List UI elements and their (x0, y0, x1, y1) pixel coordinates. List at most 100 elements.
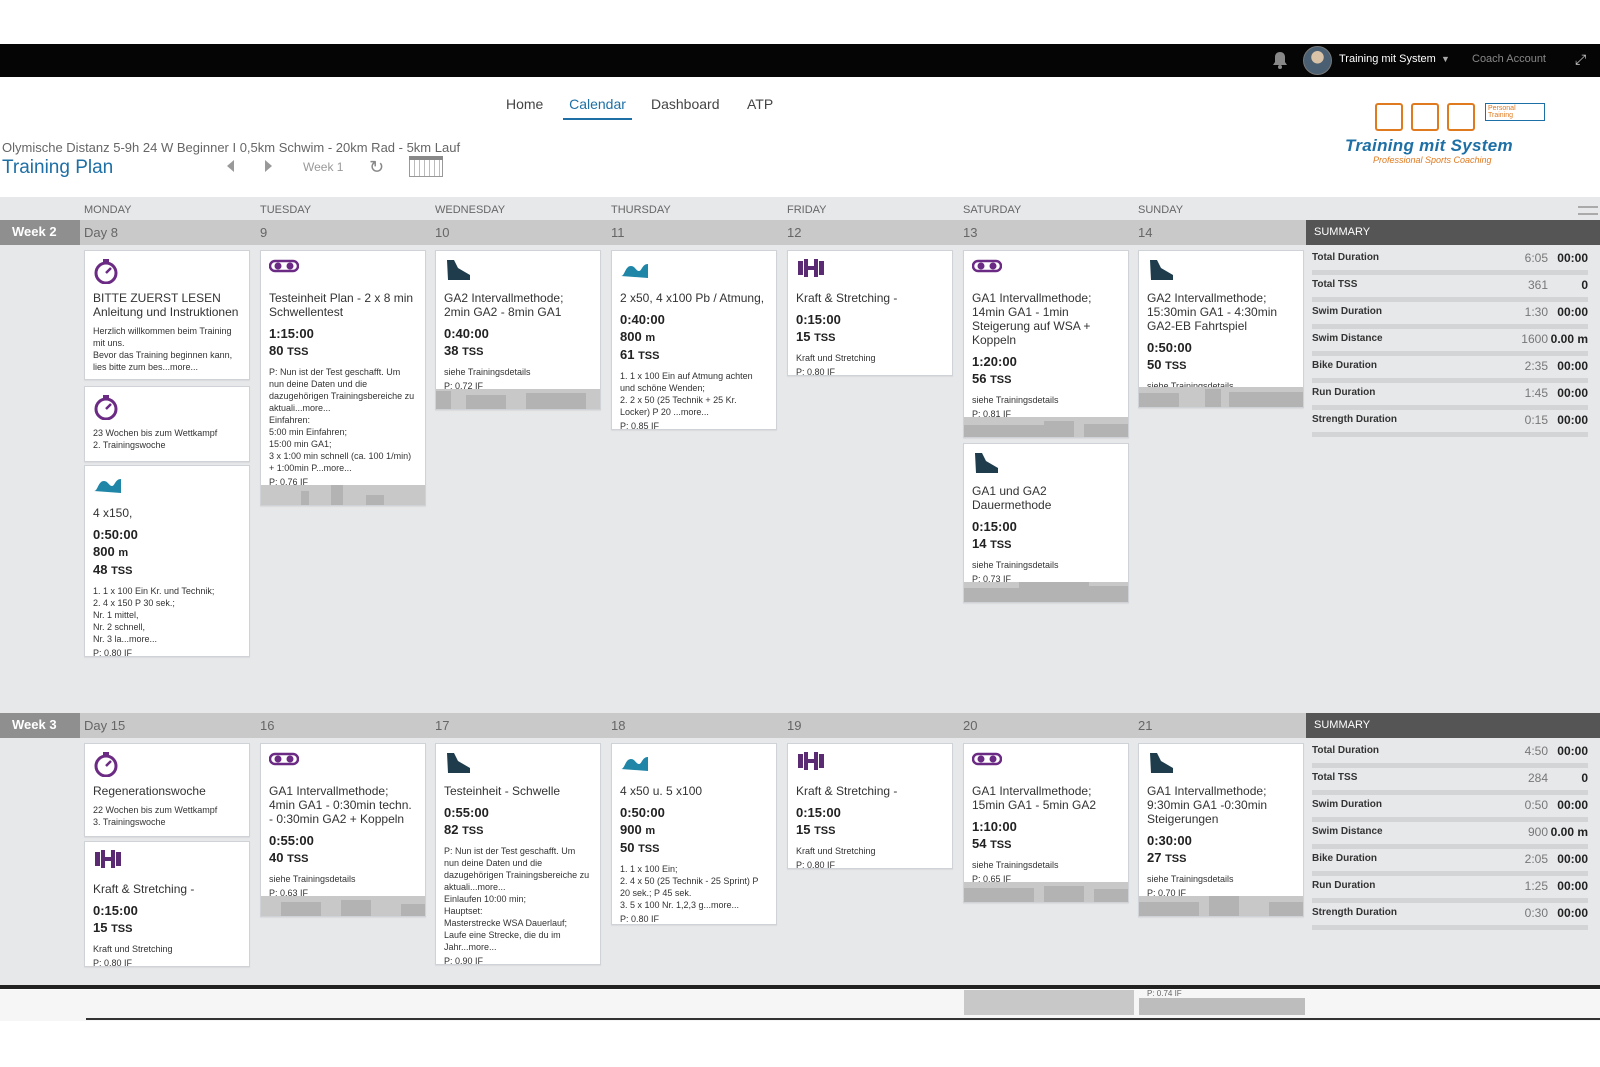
workout-tss: 15 TSS (796, 329, 836, 344)
workout-card[interactable]: Regenerationswoche 22 Wochen bis zum Wett… (84, 743, 250, 837)
workout-title: GA1 Intervallmethode; 4min GA1 - 0:30min… (269, 784, 412, 826)
workout-card[interactable]: 2 x50, 4 x100 Pb / Atmung, 0:40:00 800 m 61… (611, 250, 777, 430)
summary-actual: 00:00 (1557, 413, 1588, 427)
workout-duration: 0:55:00 (269, 833, 314, 848)
workout-card[interactable]: Testeinheit Plan - 2 x 8 min Schwellente… (260, 250, 426, 506)
workout-card[interactable]: 4 x150, 0:50:00 800 m 48 TSS 1. 1 x 100 Ein … (84, 465, 250, 657)
summary-planned: 1600 (1521, 332, 1548, 346)
previous-week-icon[interactable] (227, 160, 234, 172)
tab-home[interactable]: Home (506, 96, 544, 112)
stopwatch-icon (93, 751, 241, 778)
workout-card[interactable]: GA2 Intervallmethode; 15:30min GA1 - 4:3… (1138, 250, 1304, 408)
summary-actual: 00:00 (1557, 386, 1588, 400)
workout-description: siehe Trainingsdetails (1147, 381, 1234, 391)
summary-label: Total Duration (1312, 252, 1380, 263)
workout-card[interactable]: Testeinheit - Schwelle 0:55:00 82 TSS P: Nu… (435, 743, 601, 965)
summary-row: Total Duration 6:05 00:00 (1312, 248, 1588, 275)
summary-row: Total TSS 284 0 (1312, 768, 1588, 795)
workout-card[interactable]: 4 x50 u. 5 x100 0:50:00 900 m 50 TSS 1. 1 x … (611, 743, 777, 925)
day-name: THURSDAY (611, 204, 671, 216)
summary-header: SUMMARY (1306, 713, 1600, 738)
week-selector[interactable]: Week 1 (303, 160, 344, 174)
coach-account-link[interactable]: Coach Account (1472, 53, 1546, 65)
workout-title: 2 x50, 4 x100 Pb / Atmung, (620, 291, 765, 305)
workout-description: siehe Trainingsdetails (444, 367, 531, 377)
workout-distance: 800 m (620, 329, 656, 344)
workout-intensity: P: 0.80 IF (796, 367, 836, 376)
divider (86, 1018, 1600, 1020)
workout-profile-chart (261, 896, 425, 916)
workout-card[interactable]: Kraft & Stretching - 0:15:00 15 TSS Kraft u… (787, 250, 953, 376)
summary-row: Run Duration 1:25 00:00 (1312, 876, 1588, 903)
workout-card[interactable]: GA1 Intervallmethode; 15min GA1 - 5min G… (963, 743, 1129, 903)
summary-label: Bike Duration (1312, 360, 1378, 371)
day-name: MONDAY (84, 204, 132, 216)
bike-icon (268, 751, 417, 775)
tab-dashboard[interactable]: Dashboard (651, 96, 720, 112)
summary-row: Swim Duration 1:30 00:00 (1312, 302, 1588, 329)
summary-actual: 00:00 (1557, 744, 1588, 758)
workout-intensity: P: 0.76 IF (269, 477, 309, 487)
day-number: 20 (963, 718, 978, 733)
workout-card[interactable]: Kraft & Stretching - 0:15:00 15 TSS Kraft u… (84, 841, 250, 967)
workout-tss: 48 TSS (93, 562, 133, 577)
user-name[interactable]: Training mit System (1339, 53, 1436, 65)
menu-icon[interactable] (1578, 206, 1598, 215)
summary-planned: 1:25 (1524, 879, 1548, 893)
tab-atp[interactable]: ATP (747, 96, 774, 112)
expand-icon[interactable]: ⤢ (1575, 51, 1587, 67)
workout-intensity: P: 0.90 IF (444, 956, 484, 965)
workout-description: siehe Trainingsdetails (972, 395, 1059, 405)
workout-intensity: P: 0.80 IF (93, 648, 133, 657)
swim-icon (620, 258, 768, 282)
summary-label: Swim Duration (1312, 799, 1383, 810)
workout-duration: 0:40:00 (620, 312, 665, 327)
workout-profile-chart (964, 882, 1128, 902)
run-icon (1147, 258, 1295, 282)
workout-profile-chart (1139, 896, 1303, 916)
workout-duration: 0:40:00 (444, 326, 489, 341)
avatar[interactable] (1303, 46, 1332, 75)
calendar-icon[interactable] (409, 156, 443, 177)
workout-card[interactable]: BITTE ZUERST LESEN Anleitung und Instrukt… (84, 250, 250, 380)
workout-card[interactable]: Kraft & Stretching - 0:15:00 15 TSS Kraft u… (787, 743, 953, 869)
summary-label: Run Duration (1312, 880, 1376, 891)
workout-tss: 54 TSS (972, 836, 1012, 851)
workout-card[interactable]: GA1 Intervallmethode; 14min GA1 - 1min S… (963, 250, 1129, 438)
chevron-down-icon[interactable]: ▼ (1441, 54, 1450, 64)
workout-intensity: P: 0.80 IF (796, 860, 836, 869)
next-week-icon[interactable] (265, 160, 272, 172)
bell-icon[interactable] (1272, 51, 1288, 69)
workout-profile-chart (964, 417, 1128, 437)
workout-tss: 61 TSS (620, 347, 660, 362)
workout-card[interactable]: GA1 Intervallmethode; 4min GA1 - 0:30min… (260, 743, 426, 917)
bike-icon (268, 258, 417, 282)
workout-card[interactable]: GA2 Intervallmethode; 2min GA2 - 8min GA… (435, 250, 601, 410)
workout-title: GA1 und GA2 Dauermethode (972, 484, 1052, 512)
summary-row: Bike Duration 2:05 00:00 (1312, 849, 1588, 876)
workout-card[interactable]: 23 Wochen bis zum Wettkampf 2. Trainingsw… (84, 386, 250, 462)
week-summary: Total Duration 6:05 00:00 Total TSS 361 0 Swim… (1312, 248, 1588, 437)
refresh-icon[interactable]: ↻ (369, 157, 385, 177)
bike-logo-icon (1411, 103, 1439, 131)
workout-intensity: P: 0.85 IF (620, 421, 660, 430)
workout-intensity: P: 0.65 IF (972, 874, 1012, 884)
workout-tss: 38 TSS (444, 343, 484, 358)
workout-duration: 0:15:00 (972, 519, 1017, 534)
workout-tss: 40 TSS (269, 850, 309, 865)
workout-card[interactable]: GA1 und GA2 Dauermethode 0:15:00 14 TSS sie… (963, 443, 1129, 603)
day-number: 17 (435, 718, 450, 733)
day-number: 12 (787, 225, 802, 240)
day-number: 13 (963, 225, 978, 240)
workout-card[interactable]: GA1 Intervallmethode; 9:30min GA1 -0:30m… (1138, 743, 1304, 917)
day-number: 19 (787, 718, 802, 733)
tab-calendar[interactable]: Calendar (563, 96, 632, 120)
workout-tss: 56 TSS (972, 371, 1012, 386)
summary-planned: 900 (1527, 825, 1548, 839)
bike-icon (971, 751, 1120, 775)
overflow-bar (1139, 998, 1305, 1015)
workout-title: GA1 Intervallmethode; 9:30min GA1 -0:30m… (1147, 784, 1268, 826)
workout-description: 23 Wochen bis zum Wettkampf 2. Trainingsw… (93, 428, 218, 450)
workout-duration: 0:15:00 (93, 903, 138, 918)
summary-planned: 1:45 (1524, 386, 1548, 400)
